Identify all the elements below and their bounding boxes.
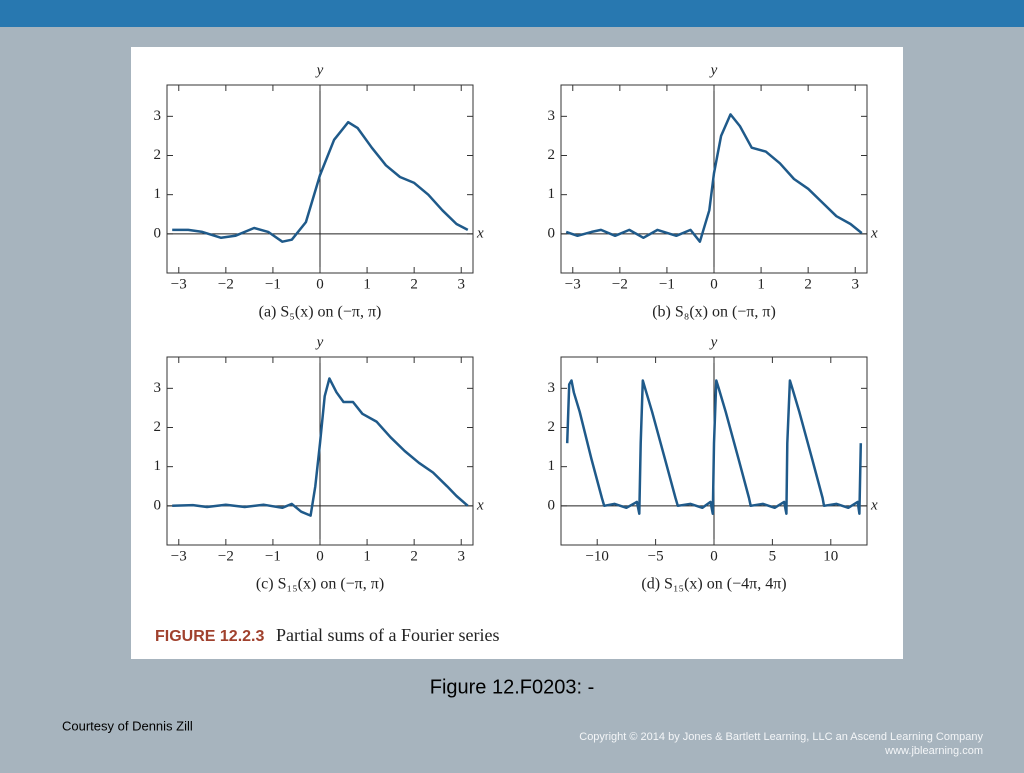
y-axis-label: y xyxy=(315,334,324,350)
figure-panel xyxy=(131,47,903,659)
y-tick-label: 2 xyxy=(548,147,556,163)
x-tick-label: −3 xyxy=(171,548,187,564)
x-tick-label: −1 xyxy=(265,276,281,292)
x-tick-label: −1 xyxy=(265,548,281,564)
y-tick-label: 0 xyxy=(154,497,162,513)
x-tick-label: −1 xyxy=(659,276,675,292)
x-tick-label: 2 xyxy=(410,276,418,292)
x-tick-label: −3 xyxy=(171,276,187,292)
top-bar xyxy=(0,0,1024,27)
x-tick-label: 10 xyxy=(823,548,838,564)
y-tick-label: 1 xyxy=(548,458,556,474)
x-tick-label: 0 xyxy=(316,276,324,292)
y-tick-label: 0 xyxy=(548,497,556,513)
y-tick-label: 2 xyxy=(154,419,162,435)
x-tick-label: −2 xyxy=(612,276,628,292)
plot-caption: (c) S₁₅(x) on (−π, π) xyxy=(256,576,384,593)
x-axis-label: x xyxy=(476,497,484,513)
x-tick-label: 5 xyxy=(769,548,777,564)
plot-caption: (d) S₁₅(x) on (−4π, 4π) xyxy=(641,576,786,593)
x-axis-label: x xyxy=(476,225,484,241)
x-tick-label: 2 xyxy=(804,276,812,292)
y-tick-label: 3 xyxy=(548,108,556,124)
x-tick-label: 0 xyxy=(316,548,324,564)
x-tick-label: 2 xyxy=(410,548,418,564)
x-tick-label: −10 xyxy=(585,548,608,564)
courtesy: Courtesy of Dennis Zill xyxy=(62,718,193,733)
x-tick-label: 1 xyxy=(757,276,765,292)
x-tick-label: −2 xyxy=(218,276,234,292)
y-tick-label: 1 xyxy=(154,458,162,474)
slide-title: Figure 12.F0203: - xyxy=(430,676,595,698)
x-tick-label: 3 xyxy=(457,548,465,564)
y-tick-label: 3 xyxy=(548,380,556,396)
x-axis-label: x xyxy=(870,497,878,513)
x-axis-label: x xyxy=(870,225,878,241)
x-tick-label: 1 xyxy=(363,548,371,564)
x-tick-label: −2 xyxy=(218,548,234,564)
copyright-url: www.jblearning.com xyxy=(884,745,983,757)
y-tick-label: 0 xyxy=(154,225,162,241)
x-tick-label: 0 xyxy=(710,276,718,292)
plot-caption: (b) S₈(x) on (−π, π) xyxy=(652,304,776,321)
copyright: Copyright © 2014 by Jones & Bartlett Lea… xyxy=(579,731,983,743)
curve xyxy=(565,113,863,243)
y-tick-label: 1 xyxy=(548,186,556,202)
curve xyxy=(565,379,863,515)
curve xyxy=(172,120,469,243)
plot-caption: (a) S₅(x) on (−π, π) xyxy=(259,304,382,321)
y-tick-label: 0 xyxy=(548,225,556,241)
y-axis-label: y xyxy=(709,62,718,78)
curve xyxy=(172,377,469,517)
x-tick-label: 3 xyxy=(851,276,859,292)
x-tick-label: 1 xyxy=(363,276,371,292)
x-tick-label: −5 xyxy=(648,548,664,564)
y-tick-label: 3 xyxy=(154,380,162,396)
x-tick-label: −3 xyxy=(565,276,581,292)
figure-label: FIGURE 12.2.3 xyxy=(155,628,264,645)
x-tick-label: 3 xyxy=(457,276,465,292)
y-axis-label: y xyxy=(709,334,718,350)
y-axis-label: y xyxy=(315,62,324,78)
x-tick-label: 0 xyxy=(710,548,718,564)
y-tick-label: 1 xyxy=(154,186,162,202)
y-tick-label: 2 xyxy=(154,147,162,163)
y-tick-label: 2 xyxy=(548,419,556,435)
y-tick-label: 3 xyxy=(154,108,162,124)
figure-caption: Partial sums of a Fourier series xyxy=(276,625,499,645)
